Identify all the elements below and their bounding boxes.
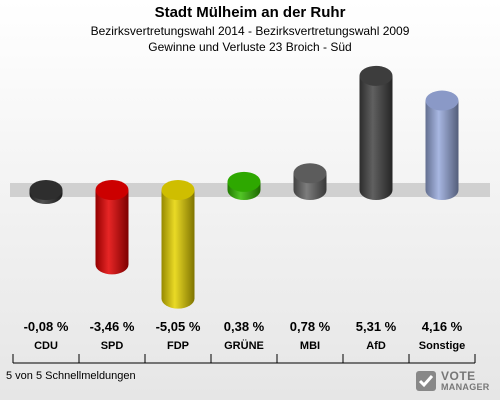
bar-fdp — [161, 180, 195, 309]
bar-cdu — [29, 180, 63, 204]
category-label: GRÜNE — [224, 339, 264, 352]
category-label: SPD — [101, 340, 124, 352]
value-label: 4,16 % — [422, 319, 463, 334]
bar-spd — [95, 180, 129, 275]
value-label: 0,78 % — [290, 319, 331, 334]
brand-line-2: MANAGER — [441, 382, 490, 392]
bar-mbi — [293, 163, 327, 200]
value-label: -0,08 % — [24, 319, 69, 334]
category-label: AfD — [366, 340, 386, 352]
chart-subtitle-2: Gewinne und Verluste 23 Broich - Süd — [148, 40, 352, 54]
footer-note: 5 von 5 Schnellmeldungen — [6, 370, 136, 382]
category-label: MBI — [300, 340, 320, 352]
brand-line-1: VOTE — [441, 369, 476, 383]
category-label: FDP — [167, 340, 189, 352]
value-label: -5,05 % — [156, 319, 201, 334]
brand-logo: VOTE MANAGER — [414, 368, 494, 396]
value-label: 5,31 % — [356, 319, 397, 334]
chart-title: Stadt Mülheim an der Ruhr — [154, 4, 346, 21]
value-label: -3,46 % — [90, 319, 135, 334]
ballot-check-icon — [416, 371, 436, 391]
bar-sonstige — [425, 90, 459, 200]
value-label: 0,38 % — [224, 319, 265, 334]
category-label: Sonstige — [419, 340, 465, 352]
category-label: CDU — [34, 340, 58, 352]
bar-afd — [359, 65, 393, 200]
bar-grüne — [227, 171, 261, 200]
chart-subtitle: Bezirksvertretungswahl 2014 - Bezirksver… — [90, 24, 410, 38]
